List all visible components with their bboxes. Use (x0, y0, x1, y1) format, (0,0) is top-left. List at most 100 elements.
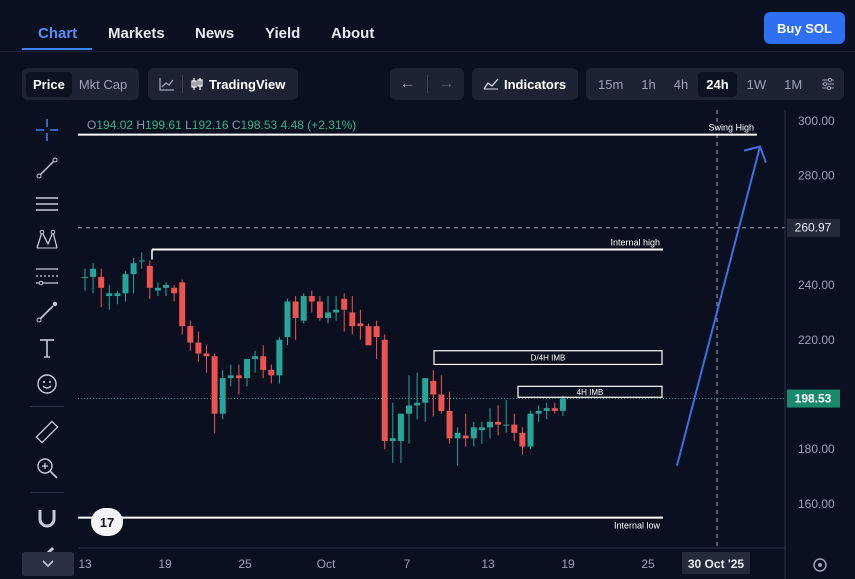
time-tick-label: Oct (317, 557, 336, 571)
tradingview-label: TradingView (209, 76, 286, 92)
candle (179, 279, 186, 335)
candle-body (90, 268, 97, 277)
collapse-rail-button[interactable] (22, 552, 74, 576)
candle-body (397, 413, 404, 442)
horizontal-lines-icon[interactable] (33, 190, 61, 218)
badge-bg (682, 552, 750, 574)
tab-about[interactable]: About (331, 25, 375, 42)
line-chart-icon (159, 78, 174, 91)
candle (154, 282, 161, 297)
line-chart-button[interactable] (152, 72, 182, 96)
emoji-icon[interactable] (33, 370, 61, 398)
fibonacci-icon[interactable] (33, 262, 61, 290)
crosshair-price-badge: 260.97 (787, 218, 840, 237)
low-value: 192.16 (191, 118, 229, 132)
crosshair-price-text: 260.97 (795, 221, 832, 235)
candles-icon (191, 78, 203, 90)
candle-body (503, 424, 510, 426)
candle-body (462, 435, 469, 439)
current-price-text: 198.53 (795, 392, 832, 406)
candle-body (276, 339, 283, 376)
candle (559, 395, 566, 416)
candle-body (227, 375, 234, 379)
level-label: Internal high (610, 238, 660, 248)
tab-yield[interactable]: Yield (265, 25, 301, 42)
candle-body (454, 432, 461, 439)
indicators-pill: Indicators (476, 72, 573, 97)
tab-news[interactable]: News (195, 25, 235, 42)
candle (82, 268, 88, 291)
imbalance-zone (517, 385, 663, 398)
chart-type-group: TradingView (148, 68, 298, 100)
candle-body (292, 301, 299, 318)
tab-markets[interactable]: Markets (108, 25, 165, 42)
candle-body (470, 427, 477, 439)
candle-body (316, 301, 323, 318)
time-tick-label: 19 (561, 557, 575, 571)
trend-line-icon[interactable] (33, 154, 61, 182)
interval-1m[interactable]: 1M (784, 76, 803, 92)
candle-body (365, 326, 372, 346)
candle (478, 421, 485, 444)
mktcap-toggle[interactable]: Mkt Cap (78, 76, 128, 92)
indicators-button[interactable]: Indicators (472, 68, 578, 100)
candle (187, 320, 194, 351)
buy-sol-button[interactable]: Buy SOL (764, 12, 845, 44)
brush-icon[interactable] (33, 298, 61, 326)
time-tick-label: 25 (641, 557, 655, 571)
candle (535, 405, 542, 422)
undo-redo-group: ← → (390, 68, 464, 100)
price-mode-toggle: Price Mkt Cap (22, 68, 139, 100)
candle (373, 320, 380, 359)
candle (292, 296, 299, 340)
candle-body (519, 432, 526, 447)
crosshair-icon[interactable] (33, 116, 61, 144)
tradingview-button[interactable]: TradingView (183, 72, 292, 97)
projection-arrow (676, 146, 761, 466)
candle (211, 353, 218, 433)
candle (349, 296, 356, 335)
candle (446, 391, 453, 444)
candle-body (187, 326, 194, 343)
text-tool-icon[interactable] (33, 334, 61, 362)
candle (454, 427, 461, 466)
close-value: 198.53 (240, 118, 278, 132)
interval-24h[interactable]: 24h (698, 71, 737, 97)
candle (341, 293, 348, 332)
candle-body (171, 287, 178, 294)
tab-chart[interactable]: Chart (38, 25, 78, 42)
candle-body (341, 298, 348, 310)
imbalance-zone (433, 350, 663, 366)
candle (381, 334, 388, 450)
crosshair-date-badge: 30 Oct '25 (682, 552, 750, 574)
crosshair-date-text: 30 Oct '25 (688, 557, 745, 571)
candle-body (219, 378, 226, 414)
price-toggle[interactable]: Price (26, 71, 72, 97)
time-tick-label: 19 (158, 557, 172, 571)
interval-1w[interactable]: 1W (746, 76, 767, 92)
candle-body (422, 378, 429, 403)
candle-body (138, 260, 145, 262)
candle (284, 298, 291, 346)
magnet-icon[interactable] (33, 504, 61, 532)
chart-settings-button[interactable] (814, 73, 842, 95)
candle-body (325, 312, 331, 318)
undo-arrow-icon[interactable]: ← (399, 75, 416, 92)
settings-gear-icon[interactable] (810, 555, 830, 575)
candle-body (82, 276, 88, 278)
candle (389, 402, 396, 463)
price-tick-label: 220.00 (798, 333, 835, 347)
candle-body (106, 293, 113, 297)
pattern-tool-icon[interactable] (33, 226, 61, 254)
candle-body (373, 326, 380, 338)
rail-separator (30, 406, 64, 407)
zone-label: 4H IMB (577, 388, 604, 397)
interval-4h[interactable]: 4h (673, 76, 689, 92)
interval-1h[interactable]: 1h (641, 76, 656, 92)
interval-15m[interactable]: 15m (598, 76, 624, 92)
redo-arrow-icon[interactable]: → (438, 75, 455, 92)
ruler-icon[interactable] (33, 418, 61, 446)
candle-body (535, 410, 542, 414)
zoom-icon[interactable] (33, 454, 61, 482)
candle-body (163, 285, 169, 288)
